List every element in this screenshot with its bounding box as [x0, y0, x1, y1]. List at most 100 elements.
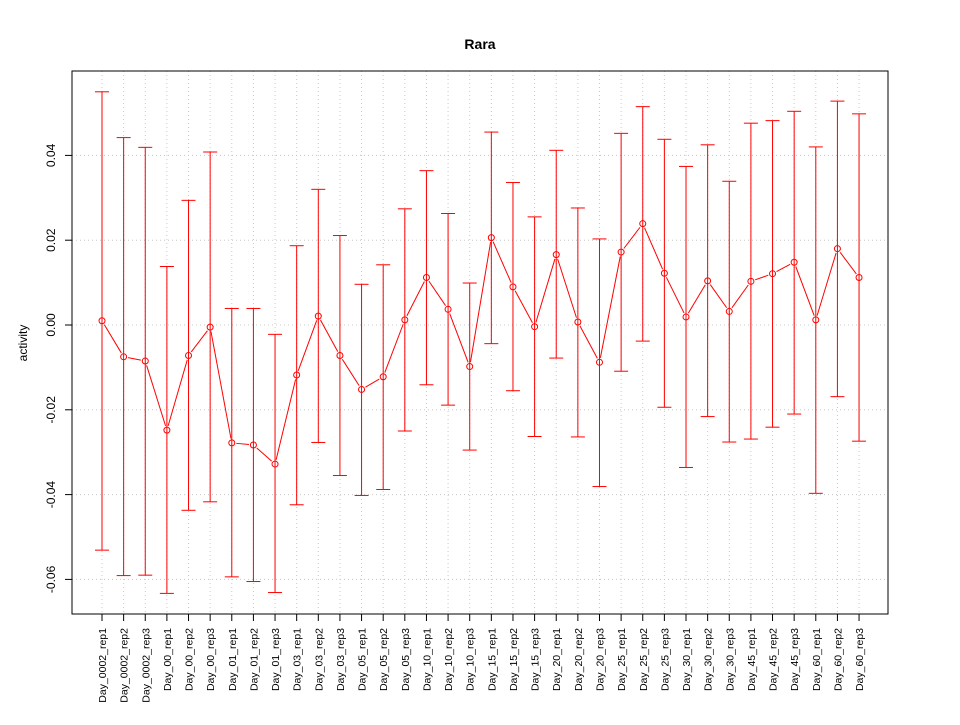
series-line-segment [210, 331, 232, 439]
x-tick-label: Day_60_rep2 [832, 628, 844, 691]
x-tick-label: Day_45_rep1 [746, 628, 758, 691]
data-point [595, 358, 603, 366]
data-point [206, 323, 214, 331]
data-point [833, 245, 841, 253]
x-tick-label: Day_01_rep1 [227, 628, 239, 691]
y-tick-label: -0.02 [44, 396, 58, 424]
data-point [249, 441, 257, 449]
series-line-segment [709, 284, 728, 309]
x-tick-label: Day_20_rep2 [573, 628, 585, 691]
x-tick-label: Day_30_rep2 [703, 628, 715, 691]
x-tick-label: Day_05_rep3 [400, 628, 412, 691]
data-point [163, 426, 171, 434]
series-line-segment [665, 277, 685, 314]
data-point [228, 439, 236, 447]
x-tick-label: Day_05_rep2 [378, 628, 390, 691]
x-tick-label: Day_30_rep3 [724, 628, 736, 691]
data-point [552, 251, 560, 259]
x-tick-label: Day_10_rep3 [465, 628, 477, 691]
data-point [466, 363, 474, 371]
x-tick-label: Day_45_rep3 [789, 628, 801, 691]
data-point [293, 371, 301, 379]
data-point [639, 220, 647, 228]
data-point [379, 373, 387, 381]
data-point [574, 318, 582, 326]
x-tick-label: Day_03_rep2 [313, 628, 325, 691]
series-line-segment [127, 357, 141, 361]
x-tick-label: Day_20_rep1 [551, 628, 563, 691]
x-tick-label: Day_15_rep3 [530, 628, 542, 691]
x-tick-label: Day_01_rep3 [270, 628, 282, 691]
series-line-segment [256, 447, 272, 462]
x-tick-label: Day_0002_rep2 [119, 628, 131, 703]
data-point [271, 460, 279, 468]
series-line-segment [236, 442, 249, 446]
series-line-segment [469, 242, 492, 363]
series-line-segment [341, 359, 360, 386]
x-tick-label: Day_01_rep2 [248, 628, 260, 691]
series-line-segment [535, 258, 556, 323]
series-line-segment [320, 319, 339, 352]
series-line-segment [103, 324, 122, 354]
x-tick-label: Day_03_rep1 [292, 628, 304, 691]
data-point [314, 312, 322, 320]
series-line-segment [795, 266, 815, 316]
data-point [509, 283, 517, 291]
series-line-segment [449, 313, 469, 363]
series-line-segment [754, 274, 769, 281]
plot-frame [71, 70, 889, 615]
data-point [358, 385, 366, 393]
series-line-segment [406, 281, 425, 317]
data-point [769, 270, 777, 278]
series-line-segment [492, 241, 512, 283]
y-tick-label: 0.00 [44, 313, 58, 337]
data-point [725, 307, 733, 315]
data-point [531, 323, 539, 331]
x-tick-label: Day_60_rep1 [811, 628, 823, 691]
series-line-segment [687, 284, 706, 314]
x-tick-label: Day_00_rep2 [184, 628, 196, 691]
data-point [336, 352, 344, 360]
series-line-segment [644, 227, 664, 270]
series-line-segment [428, 280, 446, 306]
data-point [682, 313, 690, 321]
series-line-segment [776, 263, 791, 273]
series-line-segment [146, 365, 167, 427]
x-tick-label: Day_10_rep1 [421, 628, 433, 691]
x-tick-label: Day_45_rep2 [768, 628, 780, 691]
series-line-segment [731, 284, 749, 309]
data-point [660, 269, 668, 277]
series-line-segment [384, 323, 404, 373]
series-line-segment [623, 226, 641, 249]
chart-title: Rara [464, 36, 495, 52]
x-tick-label: Day_0002_rep1 [97, 628, 109, 703]
y-tick-label: -0.04 [44, 481, 58, 509]
x-tick-label: Day_00_rep1 [162, 628, 174, 691]
x-tick-label: Day_10_rep2 [443, 628, 455, 691]
x-tick-label: Day_05_rep1 [357, 628, 369, 691]
data-point [141, 357, 149, 365]
series-layer [95, 91, 867, 594]
data-point [444, 305, 452, 313]
series-line-segment [599, 256, 621, 358]
series-line-segment [839, 251, 857, 275]
data-point [790, 258, 798, 266]
x-tick-label: Day_00_rep3 [205, 628, 217, 691]
x-tick-label: Day_60_rep3 [854, 628, 866, 691]
x-tick-label: Day_25_rep3 [659, 628, 671, 691]
x-tick-label: Day_30_rep1 [681, 628, 693, 691]
series-line-segment [365, 378, 380, 388]
series-line-segment [297, 320, 318, 371]
series-line-segment [579, 325, 598, 359]
grid-layer [72, 71, 888, 614]
x-tick-label: Day_25_rep2 [638, 628, 650, 691]
y-axis-label: activity [16, 325, 30, 362]
series-line-segment [557, 258, 577, 318]
axis-layer: -0.06 -0.04 -0.02 0.00 0.02 0.04 Day_0002_rep1… [44, 143, 866, 702]
y-tick-label: 0.02 [44, 228, 58, 252]
series-line-segment [275, 379, 297, 460]
x-tick-label: Day_0002_rep3 [140, 628, 152, 703]
series-line-segment [514, 290, 533, 323]
data-point [855, 274, 863, 282]
